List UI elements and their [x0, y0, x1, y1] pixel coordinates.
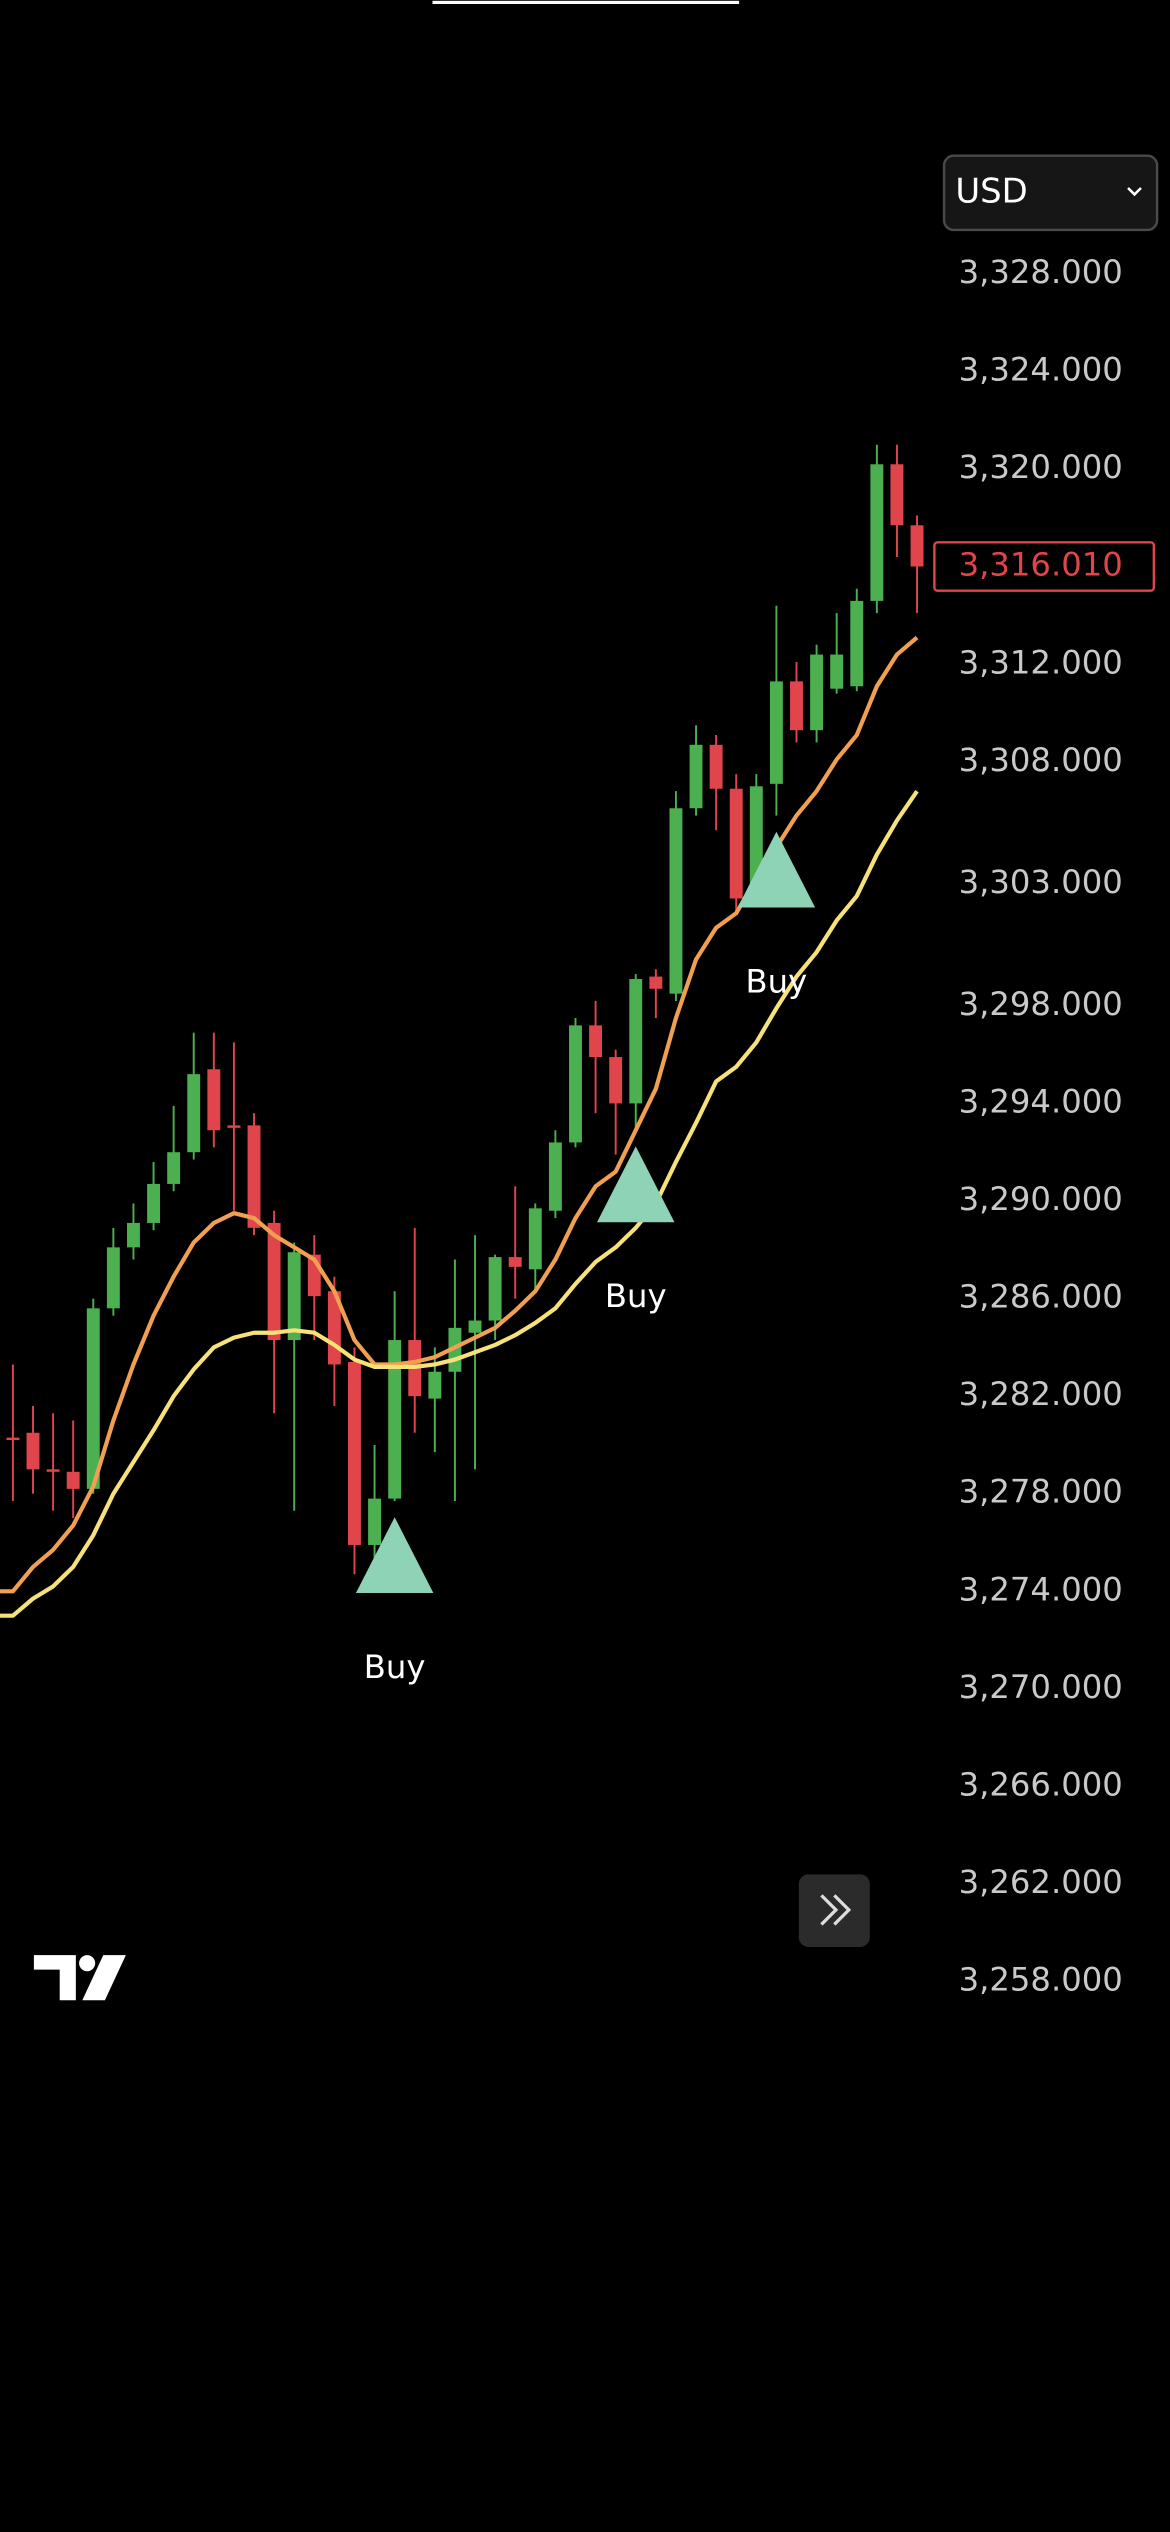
buy-label: Buy — [605, 1277, 667, 1315]
candle-body — [709, 744, 723, 789]
logo — [33, 1955, 126, 2001]
y-tick-label: 3,286.000 — [959, 1278, 1123, 1316]
candle-body — [488, 1257, 502, 1321]
currency-label[interactable]: USD — [955, 171, 1027, 210]
y-tick-label: 3,262.000 — [959, 1863, 1123, 1901]
currency-select[interactable]: USD — [942, 154, 1159, 232]
y-tick-label: 3,278.000 — [959, 1473, 1123, 1511]
buy-label: Buy — [364, 1648, 426, 1686]
y-tick-label: 3,274.000 — [959, 1570, 1123, 1608]
candle-body — [569, 1025, 582, 1143]
buy-marker — [737, 831, 816, 908]
candle-body — [388, 1340, 402, 1499]
candle-body — [649, 976, 663, 989]
candle-body — [368, 1498, 382, 1545]
y-tick-label: 3,290.000 — [959, 1180, 1123, 1218]
candle-body — [850, 600, 864, 687]
last-price-box — [933, 541, 1156, 592]
candle-body — [528, 1208, 542, 1270]
y-tick-label: 3,303.000 — [959, 863, 1123, 901]
ma-line — [0, 789, 919, 1618]
candle-body — [127, 1222, 140, 1248]
candle-body — [26, 1432, 40, 1470]
candle-body — [589, 1025, 603, 1058]
candle-body — [167, 1152, 181, 1184]
candle-body — [267, 1222, 281, 1341]
candle-body — [729, 788, 743, 899]
candle-body — [227, 1125, 241, 1128]
y-tick-label: 3,312.000 — [959, 643, 1123, 681]
currency-box[interactable] — [942, 154, 1159, 232]
last-price-label: 3,316.010 — [959, 545, 1123, 583]
scroll-button[interactable] — [798, 1874, 870, 1948]
candle-body — [428, 1371, 442, 1399]
plot: 3,328.000 3,324.000 3,320.000 3,312.000 3,30… — [0, 253, 1156, 1999]
candle-body — [689, 744, 703, 809]
logo-dot — [79, 1955, 96, 1972]
logo-t — [33, 1955, 76, 2001]
candle-body — [86, 1308, 100, 1489]
candle-body — [629, 979, 643, 1104]
candle-body — [46, 1469, 60, 1472]
chevron[interactable] — [1127, 187, 1142, 197]
candle-body — [508, 1257, 522, 1267]
candle-body — [769, 681, 783, 784]
candle-body — [870, 464, 884, 601]
candle-body — [247, 1125, 261, 1228]
candle-body — [287, 1252, 301, 1341]
y-tick-label: 3,294.000 — [959, 1082, 1123, 1120]
y-tick-label: 3,258.000 — [959, 1961, 1123, 1999]
candle-body — [66, 1471, 80, 1489]
candle-body — [790, 681, 803, 731]
candle-body — [890, 464, 904, 526]
candle-body — [6, 1437, 20, 1441]
buy-marker — [597, 1146, 675, 1223]
candle-body — [348, 1362, 361, 1545]
buy-label: Buy — [746, 962, 808, 1000]
candle-body — [147, 1183, 161, 1223]
candle-body — [810, 654, 824, 731]
y-tick-label: 3,270.000 — [959, 1668, 1123, 1706]
y-tick-label: 3,266.000 — [959, 1765, 1123, 1803]
candle-body — [207, 1069, 221, 1131]
y-tick-label: 3,324.000 — [959, 351, 1123, 389]
candle-body — [468, 1320, 482, 1333]
y-tick-label: 3,320.000 — [959, 448, 1123, 486]
y-tick-label: 3,328.000 — [959, 253, 1123, 291]
candle-body — [749, 786, 763, 889]
candle-body — [548, 1142, 562, 1211]
y-tick-label: 3,298.000 — [959, 985, 1123, 1023]
scroll-icon[interactable] — [820, 1894, 852, 1926]
candle-body — [830, 654, 844, 689]
candle-body — [106, 1247, 120, 1309]
buy-marker — [355, 1517, 434, 1594]
candle-body — [187, 1074, 201, 1153]
candle-body — [669, 808, 683, 994]
candle-body — [609, 1057, 623, 1104]
y-tick-label: 3,308.000 — [959, 741, 1123, 779]
candle-body — [910, 525, 924, 567]
top-bar — [432, 0, 740, 5]
logo-slash — [82, 1955, 126, 2001]
y-tick-label: 3,282.000 — [959, 1375, 1123, 1413]
